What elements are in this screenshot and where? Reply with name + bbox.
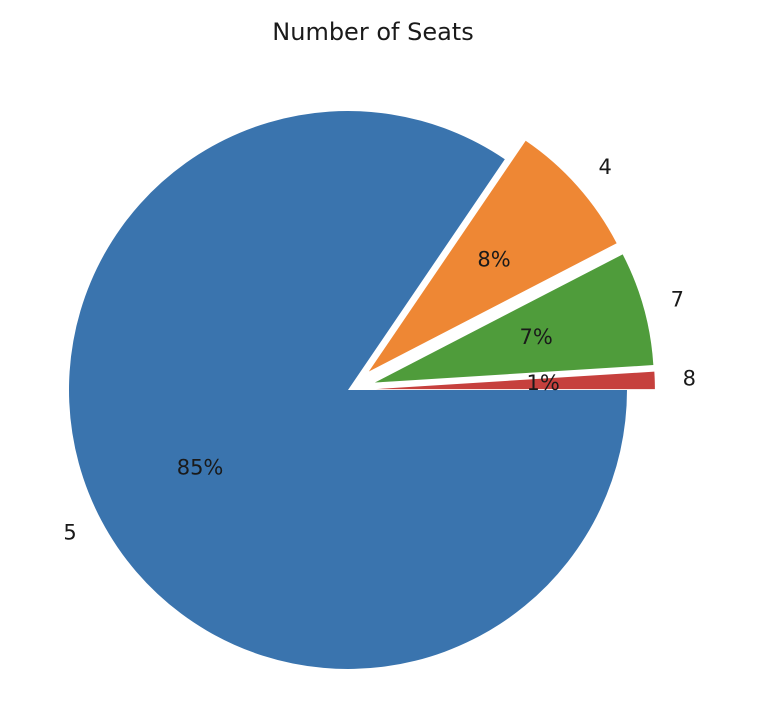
- pie-slice-4: [368, 140, 617, 372]
- slice-label-5: 5: [63, 521, 76, 545]
- pie-slices: [69, 110, 655, 669]
- percent-label-5: 85%: [177, 455, 224, 479]
- percent-label-4: 8%: [477, 247, 510, 271]
- pie-slice-5: [69, 110, 628, 669]
- pie-labels: 5 85% 4 8% 7 7% 8 1%: [63, 155, 696, 545]
- slice-label-8: 8: [683, 366, 696, 390]
- percent-label-8: 1%: [527, 371, 560, 395]
- pie-slice-7: [374, 254, 654, 383]
- slice-label-4: 4: [598, 155, 611, 179]
- slice-label-7: 7: [671, 288, 684, 312]
- pie-slice-8: [375, 371, 655, 390]
- percent-label-7: 7%: [520, 325, 553, 349]
- chart-title: Number of Seats: [272, 18, 473, 46]
